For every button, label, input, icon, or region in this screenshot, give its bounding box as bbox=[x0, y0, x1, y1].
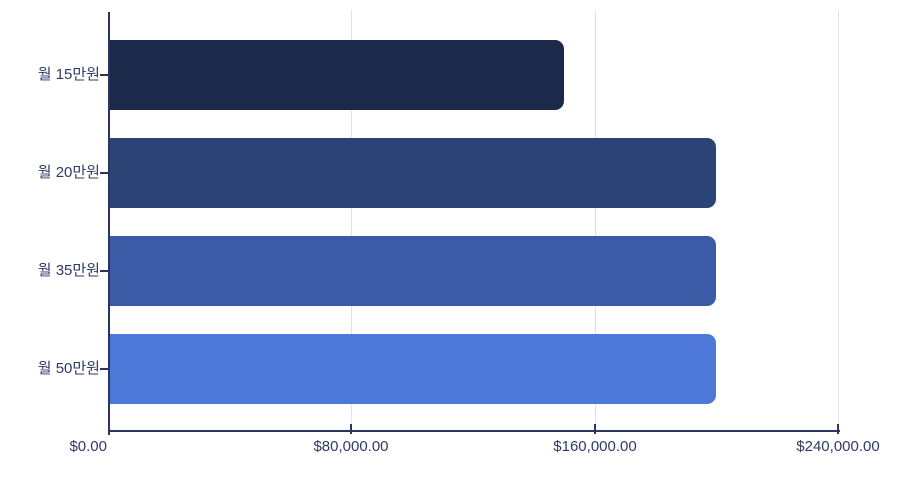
gridline bbox=[595, 10, 596, 423]
x-axis-tick-label: $0.00 bbox=[69, 438, 107, 455]
x-axis-tick-label: $240,000.00 bbox=[796, 438, 880, 455]
y-axis-label: 월 20만원 bbox=[37, 164, 100, 181]
x-axis-tick bbox=[837, 424, 839, 434]
bar-월 20만원[interactable] bbox=[110, 138, 716, 208]
gridline bbox=[351, 10, 352, 423]
y-axis-tick bbox=[100, 368, 108, 370]
gridline bbox=[838, 10, 839, 423]
x-axis-line bbox=[108, 430, 840, 432]
y-axis-label: 월 35만원 bbox=[37, 262, 100, 279]
bar-월 35만원[interactable] bbox=[110, 236, 716, 306]
x-axis-tick bbox=[350, 424, 352, 434]
y-axis-tick bbox=[100, 270, 108, 272]
y-axis-tick bbox=[100, 172, 108, 174]
x-axis-tick-label: $80,000.00 bbox=[313, 438, 389, 455]
y-axis-tick bbox=[100, 74, 108, 76]
y-axis-label: 월 15만원 bbox=[37, 66, 100, 83]
x-axis-tick bbox=[594, 424, 596, 434]
bar-월 50만원[interactable] bbox=[110, 334, 716, 404]
y-axis-line bbox=[108, 12, 110, 435]
bar-월 15만원[interactable] bbox=[110, 40, 564, 110]
y-axis-label: 월 50만원 bbox=[37, 360, 100, 377]
x-axis-tick-label: $160,000.00 bbox=[553, 438, 637, 455]
